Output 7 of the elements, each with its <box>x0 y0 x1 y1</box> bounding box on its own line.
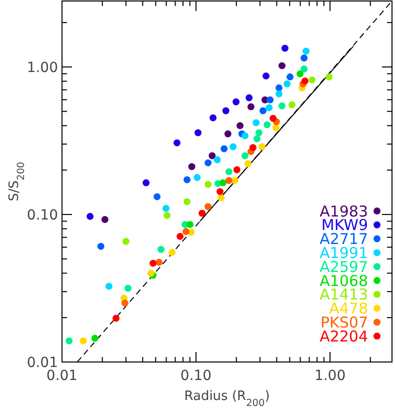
x-tick-label: 0.01 <box>46 368 78 384</box>
y-tick-label: 0.10 <box>26 207 58 224</box>
y-tick-label: 0.01 <box>26 354 58 371</box>
y-tick-label: 1.00 <box>26 60 58 76</box>
x-tick-label: 0.10 <box>180 368 212 384</box>
x-axis-title: Radius (R$_{200}$) <box>184 389 270 408</box>
x-tick-label: 1.00 <box>314 368 346 384</box>
